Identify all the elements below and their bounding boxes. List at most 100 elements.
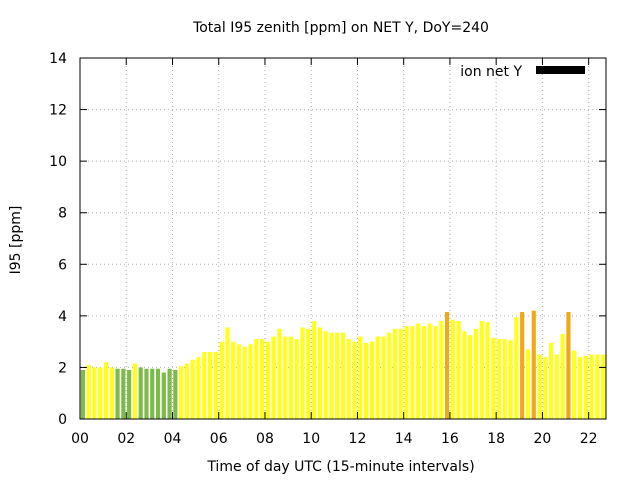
bar [207,351,213,419]
bar [433,326,438,419]
bar [369,341,374,419]
bar [485,322,490,419]
bar [329,332,334,419]
bar [306,328,311,419]
bar [450,319,455,419]
legend-swatch [536,66,585,74]
x-tick-label: 04 [164,431,182,447]
bar [479,321,484,419]
bar [346,339,351,419]
bar [109,367,114,419]
bar [560,333,565,419]
bar [219,341,224,419]
chart-title: Total I95 zenith [ppm] on NET Y, DoY=240 [192,20,489,36]
bar [144,368,149,419]
x-tick-label: 22 [580,431,598,447]
bar [416,323,421,419]
bar [404,326,409,419]
bar [375,336,380,419]
bar [595,354,600,419]
bar [80,370,85,419]
bar [502,339,507,419]
bar [92,367,97,419]
x-tick-label: 16 [441,431,459,447]
bar [121,368,126,419]
bar [398,328,403,419]
bar [277,328,282,419]
bar [572,350,577,419]
bar [150,368,155,419]
bar [410,326,415,419]
bar [566,311,571,419]
bar [317,327,322,419]
x-tick-label: 20 [534,431,552,447]
bar [231,341,236,419]
x-tick-label: 18 [487,431,505,447]
bar [444,311,450,419]
x-tick-label: 12 [349,431,367,447]
bar [184,363,190,419]
bar [155,368,161,419]
bar [167,368,172,419]
x-tick-label: 02 [117,431,135,447]
bar [213,351,218,419]
bar [577,357,583,419]
bar [473,328,479,419]
y-tick-label: 10 [49,154,67,170]
y-tick-label: 6 [58,257,67,273]
bar [103,362,109,419]
bar [549,342,554,419]
y-tick-label: 4 [58,309,67,325]
bar [352,341,357,419]
bar [554,354,559,419]
x-axis-label: Time of day UTC (15-minute intervals) [206,459,474,475]
x-tick-label: 00 [71,431,89,447]
y-axis-label: I95 [ppm] [8,206,24,275]
bar [364,342,369,419]
bar [468,335,473,419]
legend-label: ion net Y [460,64,522,80]
bar [294,339,299,419]
bar [514,317,519,419]
bar [98,367,103,419]
bar [520,311,525,419]
bar [381,336,386,419]
bar [421,326,427,419]
bar [589,354,594,419]
bar [283,336,288,419]
bar [335,332,340,419]
y-tick-label: 14 [49,51,67,67]
bar [508,340,513,419]
bar [543,357,548,419]
bar [496,339,502,419]
plot-frame [79,57,607,420]
bar [179,366,184,419]
bar [190,359,195,419]
bar [300,327,305,419]
bar [236,344,242,419]
bar [271,336,276,419]
y-tick-label: 8 [58,206,67,222]
grid-lines [80,58,606,419]
bar [86,364,91,419]
bar [138,367,143,419]
x-tick-label: 14 [395,431,413,447]
bar [161,372,166,419]
bar [115,368,120,419]
bar [127,370,132,419]
bar [225,327,230,419]
bar [531,310,536,419]
y-tick-label: 0 [58,412,67,428]
bar [427,323,432,419]
bar [456,321,461,419]
bar [462,331,467,419]
bar [288,336,294,419]
bar [173,370,178,419]
bar [340,332,346,419]
bar [387,332,392,419]
y-tick-label: 2 [58,360,67,376]
x-tick-label: 10 [302,431,320,447]
bar [583,355,588,419]
